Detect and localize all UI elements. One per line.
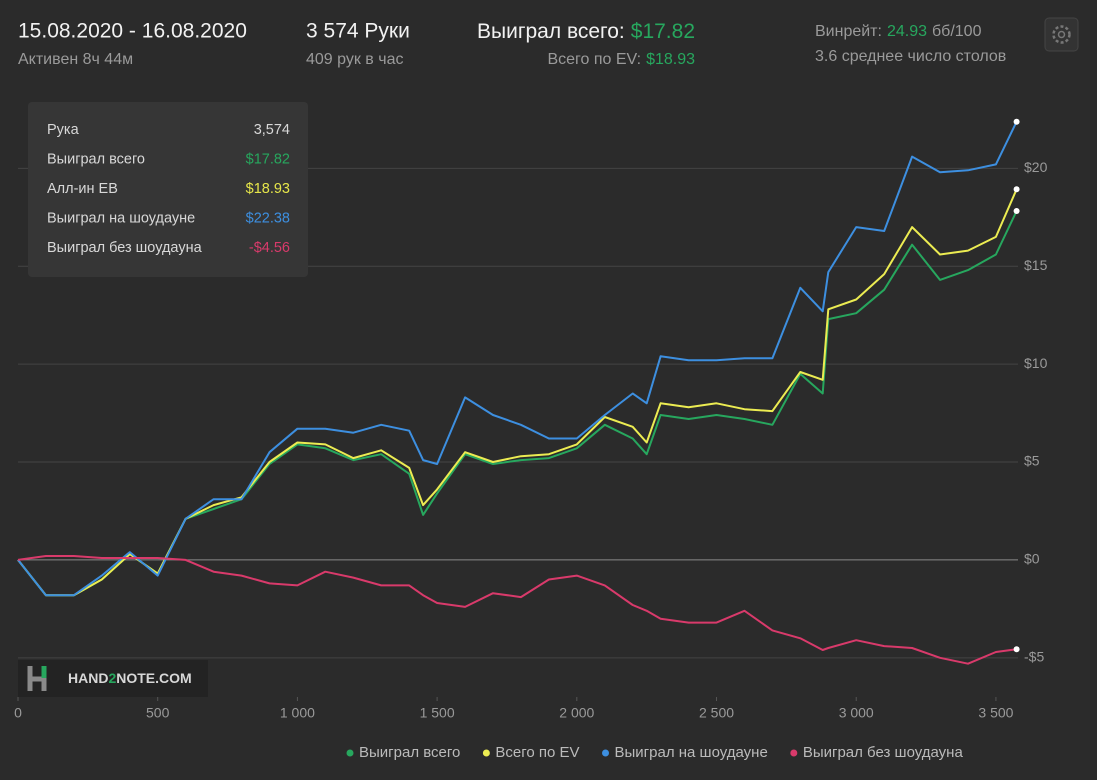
tooltip-value: 3,574 bbox=[254, 122, 290, 138]
legend-swatch bbox=[482, 749, 490, 757]
logo-part: 2 bbox=[108, 670, 116, 686]
legend-swatch bbox=[790, 749, 798, 757]
logo-text: HAND2NOTE.COM bbox=[68, 670, 192, 686]
settings-button[interactable] bbox=[1044, 17, 1079, 52]
won-label: Выиграл всего: bbox=[477, 20, 625, 43]
y-tick-label: $0 bbox=[1024, 551, 1040, 567]
tooltip-label: Выиграл без шоудауна bbox=[47, 240, 203, 256]
x-tick-label: 3 000 bbox=[839, 705, 874, 721]
series-line bbox=[17, 188, 1018, 597]
winrate-label: Винрейт: bbox=[815, 23, 882, 40]
winrate: Винрейт: 24.93 бб/100 bbox=[815, 23, 982, 40]
tooltip-label: Выиграл на шоудауне bbox=[47, 210, 195, 226]
end-dot bbox=[1013, 208, 1020, 215]
logo: HAND2NOTE.COM bbox=[18, 660, 208, 697]
legend-swatch bbox=[602, 749, 610, 757]
legend-label: Выиграл на шоудауне bbox=[615, 744, 768, 761]
ev-value: $18.93 bbox=[646, 51, 695, 68]
tooltip-value: $18.93 bbox=[246, 181, 290, 197]
x-tick-label: 2 000 bbox=[559, 705, 594, 721]
tooltip: Рука 3,574 Выиграл всего $17.82 Алл-ин ЕВ $18… bbox=[28, 102, 308, 277]
tooltip-box bbox=[28, 102, 308, 277]
tooltip-label: Алл-ин ЕВ bbox=[47, 181, 118, 197]
winrate-unit: бб/100 bbox=[932, 23, 982, 40]
plot: -$5 $0 $5 $10 $15 $20 0 500 1 000 1 500 2 000 2 500… bbox=[14, 118, 1048, 721]
x-tick-label: 500 bbox=[146, 705, 170, 721]
won-total: Выиграл всего: $17.82 bbox=[477, 20, 695, 43]
date-range: 15.08.2020 - 16.08.2020 bbox=[18, 20, 247, 43]
series-line bbox=[17, 210, 1018, 597]
legend-label: Выиграл без шоудауна bbox=[803, 744, 964, 761]
legend-swatch bbox=[346, 749, 354, 757]
y-tick-label: $15 bbox=[1024, 257, 1048, 273]
hands: 3 574 Руки bbox=[306, 20, 410, 43]
gear-hub[interactable] bbox=[1057, 30, 1066, 39]
y-tick-label: $10 bbox=[1024, 355, 1048, 371]
x-tick-label: 0 bbox=[14, 705, 22, 721]
tooltip-value: $22.38 bbox=[246, 210, 290, 226]
series-line bbox=[17, 555, 1017, 665]
active-time: Активен 8ч 44м bbox=[18, 51, 133, 68]
x-tick-label: 1 000 bbox=[280, 705, 315, 721]
won-value: $17.82 bbox=[631, 20, 695, 43]
y-tick-label: $5 bbox=[1024, 453, 1040, 469]
gear-teeth[interactable] bbox=[1052, 25, 1071, 44]
hands-per-hour: 409 рук в час bbox=[306, 51, 403, 68]
legend: Выиграл всего Всего по EV Выиграл на шоуда… bbox=[346, 744, 964, 761]
tooltip-label: Выиграл всего bbox=[47, 151, 145, 167]
logo-part: HAND bbox=[68, 670, 108, 686]
series-line bbox=[17, 121, 1018, 597]
tables: 3.6 среднее число столов bbox=[815, 48, 1006, 65]
tooltip-value: $17.82 bbox=[246, 151, 290, 167]
x-tick-label: 1 500 bbox=[420, 705, 455, 721]
tooltip-label: Рука bbox=[47, 122, 80, 138]
legend-label: Всего по EV bbox=[495, 744, 579, 761]
x-tick-label: 3 500 bbox=[978, 705, 1013, 721]
logo-box bbox=[18, 660, 208, 697]
end-dot bbox=[1013, 646, 1020, 653]
y-tick-label: $20 bbox=[1024, 159, 1048, 175]
tooltip-value: -$4.56 bbox=[249, 240, 290, 256]
logo-part: NOTE.COM bbox=[116, 670, 191, 686]
ev-total: Всего по EV: $18.93 bbox=[547, 51, 695, 68]
settings-box[interactable] bbox=[1044, 17, 1079, 52]
end-dot bbox=[1013, 186, 1020, 193]
legend-label: Выиграл всего bbox=[359, 744, 460, 761]
ev-label: Всего по EV: bbox=[547, 51, 641, 68]
y-tick-label: -$5 bbox=[1024, 649, 1044, 665]
winrate-value: 24.93 bbox=[887, 23, 927, 40]
end-dot bbox=[1013, 118, 1020, 125]
x-tick-label: 2 500 bbox=[699, 705, 734, 721]
